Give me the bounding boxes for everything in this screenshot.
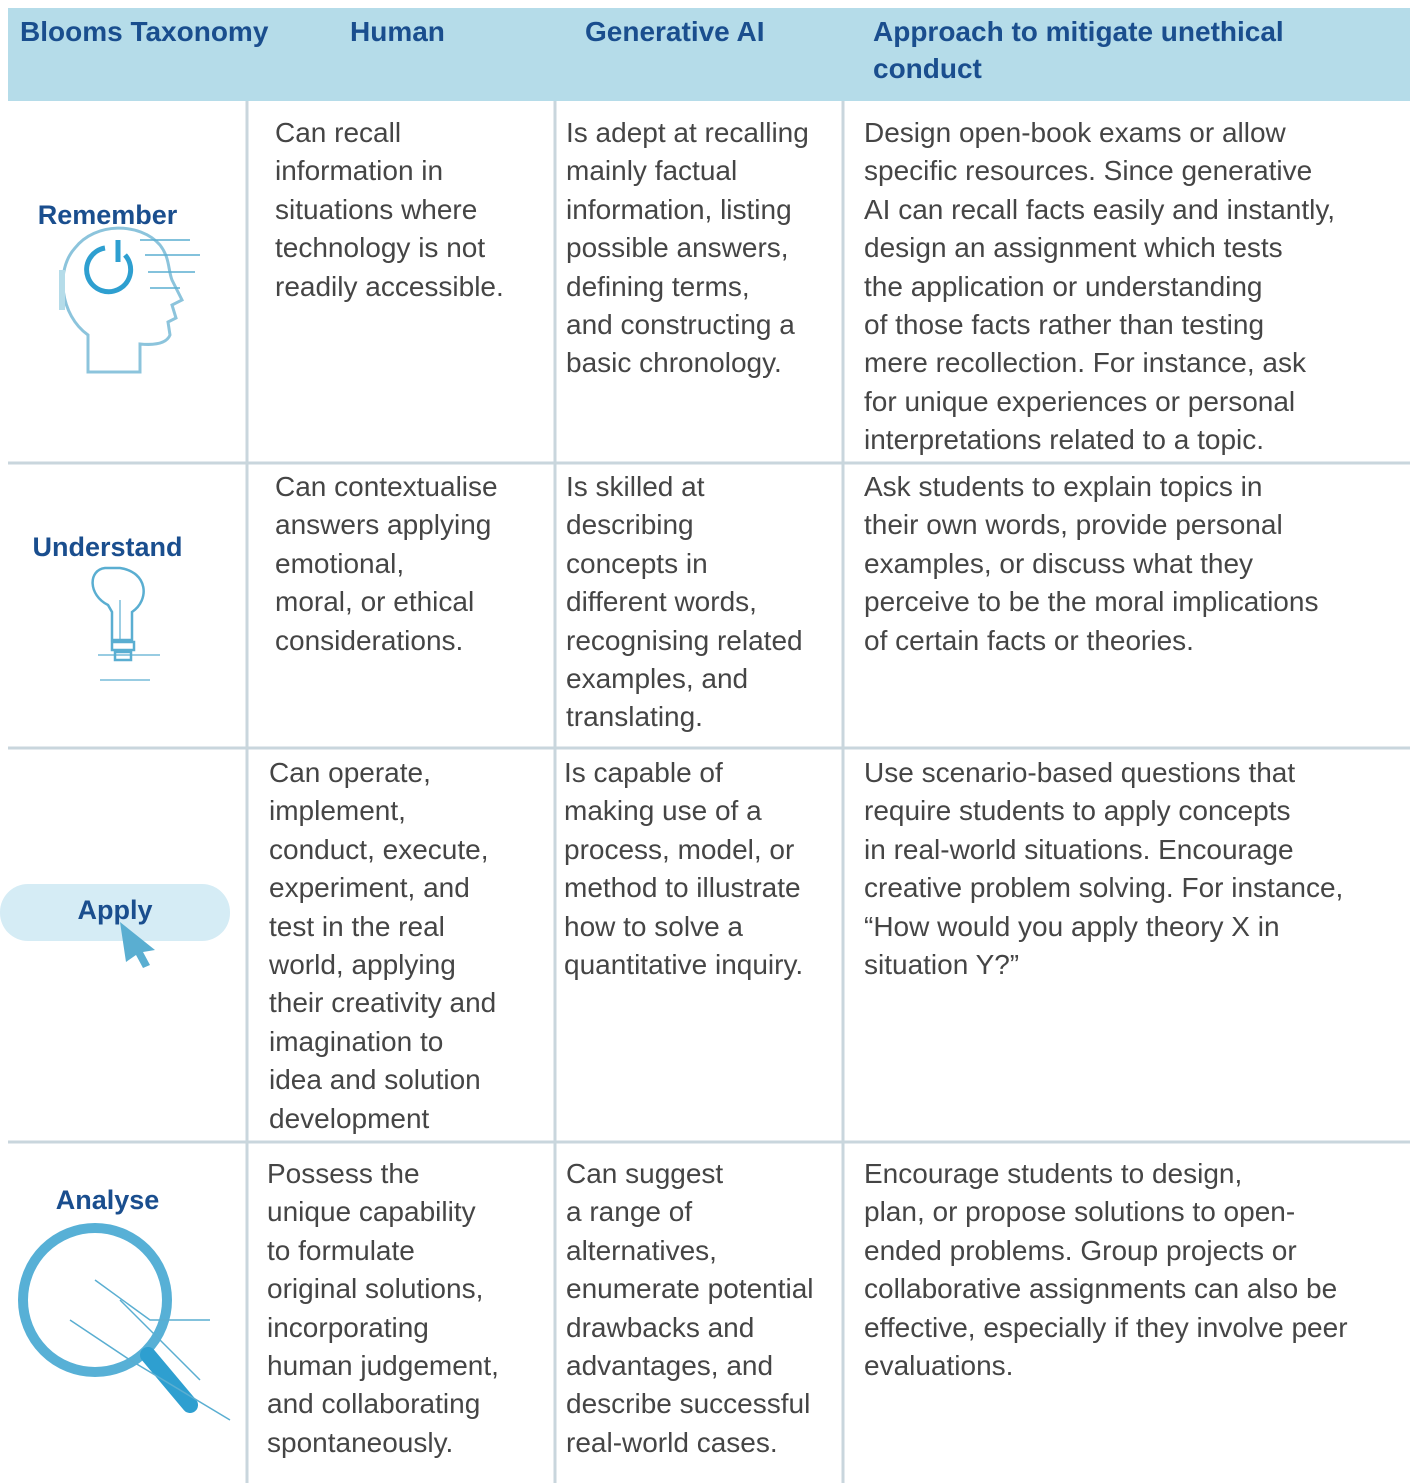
cell-text: different words,	[566, 586, 757, 618]
bulb-icon	[91, 566, 160, 681]
cursor-icon	[120, 922, 155, 968]
cell-text: imagination to	[269, 1025, 444, 1057]
cell-text: drawbacks and	[566, 1311, 755, 1343]
head-icon	[59, 226, 200, 374]
cell-text: enumerate potential	[566, 1273, 814, 1305]
cell-text: their own words, provide personal	[864, 509, 1283, 541]
cell-text: answers applying	[275, 509, 492, 541]
cell-text: specific resources. Since generative	[864, 155, 1313, 187]
cell-text: examples, or discuss what they	[864, 547, 1254, 579]
header-band	[8, 8, 1410, 101]
cell-text: incorporating	[267, 1311, 429, 1343]
cell-text: of those facts rather than testing	[864, 309, 1265, 340]
cell-text: Is skilled at	[566, 471, 705, 502]
cell-text: spontaneously.	[267, 1426, 454, 1458]
cell-text: translating.	[566, 701, 703, 733]
cell-text: “How would you apply theory X in	[864, 910, 1280, 942]
cell-text: to formulate	[267, 1234, 415, 1266]
cell-text: Ask students to explain topics in	[864, 471, 1263, 502]
cell-text: process, model, or	[564, 833, 795, 865]
cell-text: test in the real	[269, 910, 445, 942]
cell-text: information, listing	[566, 193, 792, 225]
cell-text: collaborative assignments can also be	[864, 1273, 1338, 1305]
cell-text: perceive to be the moral implications	[864, 586, 1319, 618]
cell-text: AI can recall facts easily and instantly…	[864, 193, 1336, 225]
cell-text: real-world cases.	[566, 1426, 778, 1458]
cell-text: recognising related	[566, 624, 803, 656]
cell-text: creative problem solving. For instance,	[864, 872, 1344, 904]
cell-text: require students to apply concepts	[864, 795, 1291, 827]
cell-text: human judgement,	[267, 1350, 499, 1381]
cell-text: mere recollection. For instance, ask	[864, 347, 1306, 379]
cell-text: their creativity and	[269, 987, 497, 1019]
row-label: Remember	[37, 200, 178, 230]
cell-text: examples, and	[566, 663, 749, 694]
cell-text: describe successful	[566, 1388, 811, 1420]
cell-text: information in	[275, 155, 444, 187]
cell-text: Encourage students to design,	[864, 1158, 1243, 1189]
cell-text: Can suggest	[566, 1158, 724, 1189]
cell-text: and constructing a	[566, 309, 795, 340]
cell-text: ended problems. Group projects or	[864, 1234, 1297, 1266]
cell-text: Can recall	[275, 117, 402, 148]
cell-text: implement,	[269, 795, 406, 827]
cell-text: evaluations.	[864, 1350, 1014, 1381]
cell-text: unique capability	[267, 1196, 476, 1228]
cell-text: basic chronology.	[566, 347, 782, 379]
cell-text: moral, or ethical	[275, 586, 475, 618]
cell-text: a range of	[566, 1196, 693, 1228]
cell-text: Design open-book exams or allow	[864, 117, 1286, 148]
row-label: Understand	[32, 532, 183, 562]
cell-text: how to solve a	[564, 910, 743, 942]
cell-text: of certain facts or theories.	[864, 624, 1194, 656]
cell-text: Use scenario-based questions that	[864, 757, 1296, 788]
cell-text: defining terms,	[566, 270, 750, 302]
cell-text: readily accessible.	[275, 270, 504, 302]
cell-text: Is capable of	[564, 757, 723, 788]
cell-text: mainly factual	[566, 155, 738, 187]
cell-text: Possess the	[267, 1158, 420, 1189]
row-label: Analyse	[55, 1185, 160, 1215]
column-header: Human	[350, 16, 445, 47]
cell-text: situations where	[275, 193, 478, 225]
cell-text: experiment, and	[269, 872, 470, 904]
cell-text: possible answers,	[566, 232, 789, 264]
column-header: Approach to mitigate unethical conduct	[873, 16, 1284, 84]
cell-text: interpretations related to a topic.	[864, 424, 1265, 456]
cell-text: considerations.	[275, 624, 464, 656]
cell-text: method to illustrate	[564, 872, 801, 904]
cell-text: making use of a	[564, 795, 762, 827]
cell-text: in real-world situations. Encourage	[864, 833, 1294, 865]
cell-text: technology is not	[275, 232, 486, 264]
cell-text: design an assignment which tests	[864, 232, 1283, 264]
cell-text: advantages, and	[566, 1350, 774, 1381]
cell-text: describing	[566, 509, 694, 541]
cell-text: Is adept at recalling	[566, 117, 809, 148]
magnifier-icon	[18, 1223, 231, 1421]
cell-text: emotional,	[275, 547, 405, 579]
cell-text: development	[269, 1102, 430, 1134]
cell-text: Can contextualise	[275, 471, 498, 502]
cell-text: conduct, execute,	[269, 833, 489, 865]
column-header: Generative AI	[585, 16, 765, 47]
cell-text: quantitative inquiry.	[564, 949, 804, 980]
cell-text: the application or understanding	[864, 270, 1263, 302]
cell-text: original solutions,	[267, 1273, 484, 1305]
cell-text: idea and solution	[269, 1064, 481, 1096]
cell-text: concepts in	[566, 547, 708, 579]
cell-text: alternatives,	[566, 1234, 717, 1266]
cell-text: world, applying	[269, 949, 456, 980]
column-header: Blooms Taxonomy	[20, 16, 269, 47]
cell-text: for unique experiences or personal	[864, 385, 1296, 417]
cell-text: situation Y?”	[864, 949, 1020, 980]
cell-text: effective, especially if they involve pe…	[864, 1311, 1348, 1343]
row-label: Apply	[77, 895, 153, 925]
cell-text: and collaborating	[267, 1388, 481, 1420]
apply-pill	[0, 884, 230, 941]
cell-text: plan, or propose solutions to open-	[864, 1196, 1296, 1228]
cell-text: Can operate,	[269, 757, 431, 788]
